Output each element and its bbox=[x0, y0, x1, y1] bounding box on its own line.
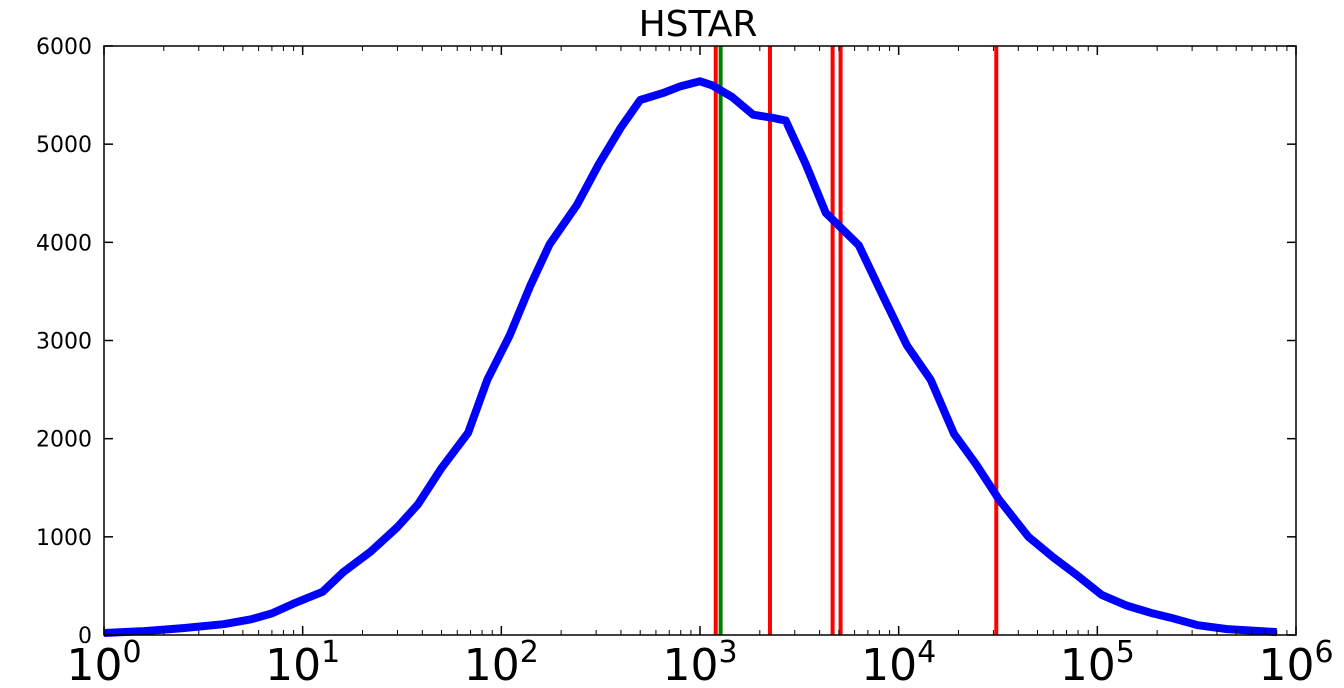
x-tick-label-base: 10 bbox=[662, 640, 718, 688]
x-tick-label-1: 101 bbox=[265, 635, 340, 688]
x-tick-label-3: 103 bbox=[662, 635, 737, 688]
x-axis: 100 101 102 103 104 105 106 bbox=[66, 46, 1334, 688]
x-tick-label-exponent: 5 bbox=[1116, 635, 1135, 670]
chart-title: HSTAR bbox=[639, 4, 758, 45]
series-line-1 bbox=[103, 77, 1277, 637]
series-group bbox=[103, 77, 1277, 637]
x-tick-label-6: 106 bbox=[1258, 635, 1333, 688]
y-tick-label-5000: 5000 bbox=[36, 133, 92, 158]
x-tick-label-base: 10 bbox=[861, 640, 917, 688]
x-tick-label-exponent: 1 bbox=[321, 635, 340, 670]
x-tick-label-4: 104 bbox=[861, 635, 936, 688]
x-tick-label-5: 105 bbox=[1060, 635, 1135, 688]
x-tick-label-base: 10 bbox=[1258, 640, 1314, 688]
vertical-lines-group bbox=[713, 46, 999, 635]
x-tick-label-2: 102 bbox=[464, 635, 539, 688]
y-tick-label-3000: 3000 bbox=[36, 330, 92, 355]
x-tick-label-0: 100 bbox=[66, 635, 141, 688]
x-tick-label-base: 10 bbox=[265, 640, 321, 688]
x-tick-label-exponent: 3 bbox=[718, 635, 737, 670]
x-tick-label-base: 10 bbox=[1060, 640, 1116, 688]
y-axis: 0 1000 2000 3000 4000 5000 6000 bbox=[36, 35, 1296, 649]
x-tick-label-exponent: 0 bbox=[122, 635, 141, 670]
plot-frame bbox=[103, 45, 1297, 636]
x-tick-label-exponent: 6 bbox=[1314, 635, 1333, 670]
y-tick-label-2000: 2000 bbox=[36, 428, 92, 453]
y-tick-label-4000: 4000 bbox=[36, 231, 92, 256]
y-tick-label-6000: 6000 bbox=[36, 35, 92, 60]
x-tick-label-exponent: 4 bbox=[917, 635, 936, 670]
x-tick-label-exponent: 2 bbox=[520, 635, 539, 670]
x-tick-label-base: 10 bbox=[464, 640, 520, 688]
y-tick-label-1000: 1000 bbox=[36, 526, 92, 551]
x-tick-label-base: 10 bbox=[66, 640, 122, 688]
y-tick-label-0: 0 bbox=[78, 624, 92, 649]
